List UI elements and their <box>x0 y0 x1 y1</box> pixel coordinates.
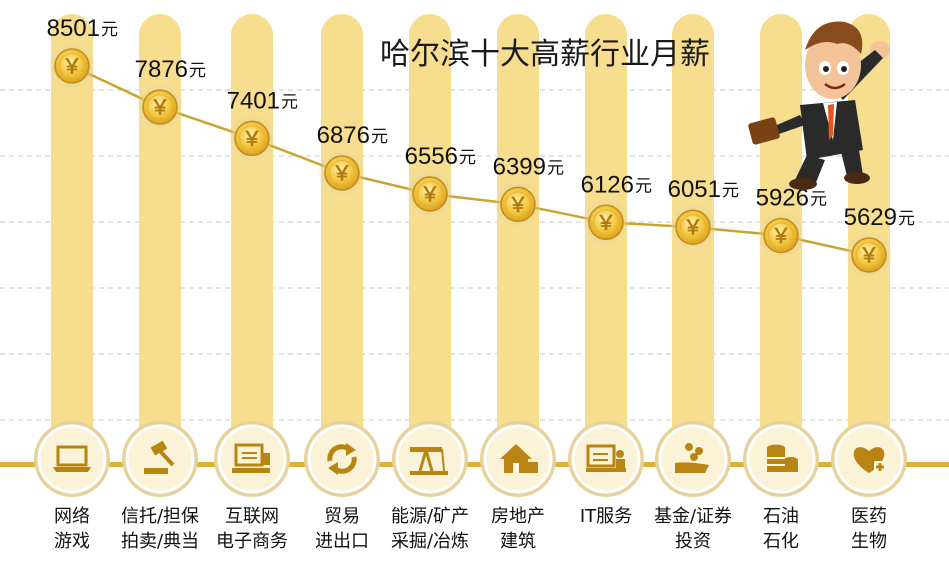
yuan-symbol: ￥ <box>332 161 352 185</box>
yuan-symbol: ￥ <box>62 54 82 78</box>
yuan-symbol: ￥ <box>420 182 440 206</box>
yuan-symbol: ￥ <box>242 126 262 150</box>
category-label: 能源/矿产 <box>391 506 469 527</box>
computer-monitor-icon <box>214 421 290 497</box>
value-label: 5629 <box>844 204 897 231</box>
value-label: 8501 <box>47 15 100 42</box>
businessman-mascot-icon <box>748 21 890 190</box>
category-label: 电子商务 <box>216 531 288 552</box>
gavel-icon <box>122 421 198 497</box>
column-bar <box>497 14 539 466</box>
unit-label: 元 <box>281 92 298 112</box>
coin-marker: ￥ <box>757 211 805 260</box>
category-label: 信托/担保 <box>121 506 199 527</box>
coin-marker: ￥ <box>494 180 542 229</box>
unit-label: 元 <box>547 158 564 178</box>
yuan-symbol: ￥ <box>859 243 879 267</box>
category-label: 网络 <box>54 506 90 527</box>
unit-label: 元 <box>898 209 915 229</box>
chart-title: 哈尔滨十大高薪行业月薪 <box>380 37 710 72</box>
unit-label: 元 <box>189 61 206 81</box>
category-icons <box>34 421 907 497</box>
category-label: 游戏 <box>54 531 90 552</box>
category-label: 互联网 <box>225 506 279 527</box>
hand-coins-icon <box>655 421 731 497</box>
yuan-symbol: ￥ <box>771 223 791 247</box>
category-label: 投资 <box>675 531 711 552</box>
category-label: 石化 <box>763 531 799 552</box>
unit-label: 元 <box>722 181 739 201</box>
yuan-symbol: ￥ <box>596 210 616 234</box>
heart-plus-icon <box>831 421 907 497</box>
coin-marker: ￥ <box>582 198 630 247</box>
unit-label: 元 <box>810 189 827 209</box>
oil-barrel-icon <box>743 421 819 497</box>
unit-label: 元 <box>635 176 652 196</box>
yuan-symbol: ￥ <box>508 192 528 216</box>
oil-pump-icon <box>392 421 468 497</box>
column-bar <box>321 14 363 466</box>
recycle-arrows-icon <box>304 421 380 497</box>
coin-marker: ￥ <box>136 83 184 132</box>
coin-markers: ￥ ￥ ￥ ￥ ￥ ￥ ￥ ￥ ￥ ￥ <box>48 42 893 279</box>
coin-marker: ￥ <box>669 203 717 252</box>
category-label: IT服务 <box>580 506 632 527</box>
value-label: 7401 <box>227 87 280 114</box>
coin-marker: ￥ <box>48 42 96 90</box>
category-label: 生物 <box>851 531 887 552</box>
column-bar <box>409 14 451 466</box>
category-label: 房地产 <box>491 506 545 527</box>
laptop-icon <box>34 421 110 497</box>
coin-marker: ￥ <box>318 148 366 197</box>
coin-marker: ￥ <box>845 231 893 279</box>
yuan-symbol: ￥ <box>150 95 170 119</box>
value-label: 6051 <box>668 176 721 203</box>
presenter-screen-icon <box>568 421 644 497</box>
value-label: 6126 <box>581 171 634 198</box>
category-label: 医药 <box>851 506 887 527</box>
salary-trend-line <box>71 64 870 257</box>
baseline-band <box>0 462 949 467</box>
value-label: 6399 <box>493 153 546 180</box>
column-bar <box>231 14 273 466</box>
category-label: 石油 <box>763 506 799 527</box>
coin-marker: ￥ <box>228 114 276 163</box>
category-label: 进出口 <box>315 531 369 552</box>
category-label: 贸易 <box>324 506 360 527</box>
house-icon <box>480 421 556 497</box>
category-label: 采掘/冶炼 <box>391 531 469 552</box>
category-label: 拍卖/典当 <box>121 531 199 552</box>
yuan-symbol: ￥ <box>683 215 703 239</box>
unit-label: 元 <box>371 127 388 147</box>
coin-marker: ￥ <box>406 169 454 218</box>
unit-label: 元 <box>101 20 118 40</box>
category-label: 建筑 <box>500 531 536 552</box>
value-label: 7876 <box>135 56 188 83</box>
value-label: 6876 <box>317 122 370 149</box>
category-label: 基金/证券 <box>654 506 732 527</box>
unit-label: 元 <box>459 148 476 168</box>
column-bar <box>51 14 93 466</box>
value-label: 6556 <box>405 143 458 170</box>
